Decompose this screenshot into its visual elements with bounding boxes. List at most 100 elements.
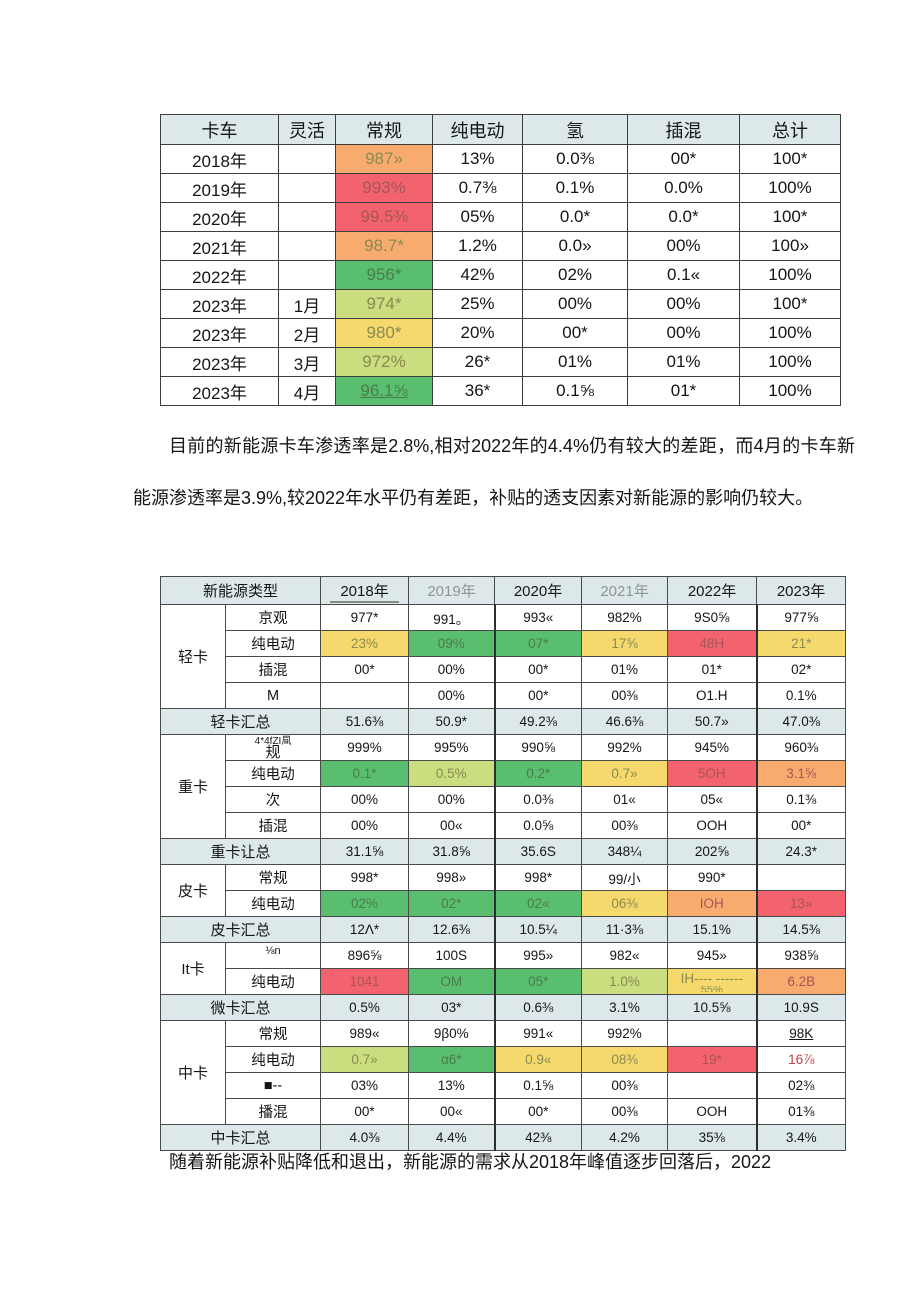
- row-label-cell: 常规: [224, 1020, 322, 1047]
- year-header-text: 2023年: [776, 583, 826, 600]
- table-header: 卡车 灵活 常规 纯电动氢插混 总计: [160, 114, 841, 145]
- table-row: 插混 00% 00« 0.0⅝ 00⅜ OOH 00*: [161, 812, 847, 839]
- value-cell: 100S: [408, 942, 496, 969]
- value-cell: 01*: [667, 656, 758, 683]
- value-cell: 00⅜: [581, 1072, 669, 1099]
- table-row: 皮卡 常规 998* 998» 998* 99/小 990*: [160, 864, 847, 917]
- value-cell: 991«: [493, 1020, 583, 1047]
- value-cell: 96.1⅝: [335, 376, 433, 406]
- row-label-main: 规: [265, 743, 281, 761]
- year-column-header: 2018年: [320, 576, 410, 605]
- column-header: 卡车: [160, 114, 279, 145]
- value-cell: [755, 864, 847, 891]
- value-cell: 0.1%: [755, 682, 847, 709]
- value-cell: 0.7»: [320, 1046, 410, 1073]
- value-cell: 00*: [627, 144, 740, 174]
- summary-value-cell: 31.8⅝: [408, 838, 496, 865]
- value-cell: 989«: [320, 1020, 410, 1047]
- row-label-cell: 纯电动: [224, 760, 322, 787]
- row-label-cell: M: [224, 682, 322, 709]
- value-cell: 0.1⅝: [522, 376, 628, 406]
- value-cell: 1041: [320, 968, 410, 995]
- value-cell: 02«: [493, 890, 583, 917]
- value-cell: 05*: [493, 968, 583, 995]
- value-cell: 05«: [667, 786, 758, 813]
- value-cell: 100»: [739, 231, 841, 261]
- year-column-header: 2019年: [408, 576, 496, 605]
- value-cell: 100%: [739, 318, 841, 348]
- summary-label-cell: 中卡汇总: [159, 1124, 322, 1151]
- summary-value-cell: 10.5¼: [493, 916, 583, 943]
- summary-value-cell: 46.6⅜: [581, 708, 669, 735]
- value-cell: 100*: [739, 289, 841, 319]
- month-cell: [278, 260, 336, 290]
- value-cell: 00*: [493, 682, 583, 709]
- value-cell: 13%: [432, 144, 523, 174]
- table-row: 纯电动 0.1* 0.5% 0.2* 0.7» 5OH 3.1⅝: [161, 760, 847, 787]
- table-row: 插混 00* 00% 00* 01% 01* 02*: [161, 656, 847, 683]
- summary-label-cell: 重卡让总: [159, 838, 322, 865]
- value-cell: 0.1%: [522, 173, 628, 203]
- value-cell: 0.0*: [627, 202, 740, 232]
- value-cell: 993«: [493, 604, 583, 631]
- summary-label-cell: 皮卡汇总: [159, 916, 322, 943]
- value-cell: 00*: [493, 1098, 583, 1125]
- month-cell: 4月: [278, 376, 336, 406]
- value-cell: 100%: [739, 347, 841, 377]
- year-cell: 2018年: [160, 144, 279, 174]
- value-cell: 100%: [739, 173, 841, 203]
- value-cell: [667, 1072, 758, 1099]
- header-row: 新能源类型 2018年 2019年 2020年 2021年 2022年 2023年: [159, 576, 847, 605]
- row-label-cell: 插混: [224, 812, 322, 839]
- value-cell: 00*: [320, 656, 410, 683]
- group-cell: 中卡: [160, 1020, 226, 1125]
- year-cell: 2023年: [160, 347, 279, 377]
- summary-value-cell: 24.3*: [755, 838, 847, 865]
- value-cell: 6.2B: [755, 968, 847, 995]
- value-cell: 99.5⅜: [335, 202, 433, 232]
- value-cell: 00«: [408, 1098, 496, 1125]
- group-cell: 皮卡: [160, 864, 226, 917]
- value-cell: 0.5%: [408, 760, 496, 787]
- value-cell: 48H: [667, 630, 758, 657]
- year-column-header: 2023年: [756, 576, 847, 605]
- penetration-paragraph: 目前的新能源卡车渗透率是2.8%,相对2022年的4.4%仍有较大的差距，而4月…: [133, 436, 855, 508]
- value-cell: 01%: [522, 347, 628, 377]
- table-row: 2021年 98.7* 1.2% 0.0» 00% 100»: [160, 231, 841, 261]
- value-cell: 1.2%: [432, 231, 523, 261]
- row-label-cell: 京观: [224, 604, 322, 631]
- value-cell: 972%: [335, 347, 433, 377]
- value-cell: 03%: [320, 1072, 410, 1099]
- column-header: 灵活: [278, 114, 336, 145]
- table-row: 2018年 987» 13% 0.0⅜ 00* 100*: [160, 144, 841, 174]
- value-cell: 9S0⅝: [667, 604, 758, 631]
- value-cell: 990*: [667, 864, 758, 891]
- summary-value-cell: 47.0⅜: [755, 708, 847, 735]
- table-row: 2019年 993% 0.7⅜ 0.1% 0.0% 100%: [160, 173, 841, 203]
- value-cell: 00%: [627, 289, 740, 319]
- table-row: 纯电动 1041 OM 05* 1.0% IH---- ------ 55% 6.2B: [161, 968, 847, 995]
- year-header-text: 2019年: [427, 583, 476, 600]
- value-cell: 100*: [739, 202, 841, 232]
- value-cell: 00«: [408, 812, 496, 839]
- row-label-cell: 4*4fZI凬规: [224, 734, 322, 761]
- value-cell: α6*: [408, 1046, 496, 1073]
- type-column-header: 新能源类型: [159, 576, 322, 605]
- value-cell: 982«: [581, 942, 669, 969]
- summary-value-cell: 50.7»: [667, 708, 758, 735]
- value-cell: 00*: [522, 318, 628, 348]
- column-header: 常规: [335, 114, 433, 145]
- year-column-header: 2022年: [667, 576, 758, 605]
- table-row: 2023年 2月 980* 20% 00* 00% 100%: [160, 318, 841, 348]
- value-cell: 0.1*: [320, 760, 410, 787]
- value-cell: O1.H: [667, 682, 758, 709]
- year-cell: 2023年: [160, 376, 279, 406]
- value-cell: 01⅜: [755, 1098, 847, 1125]
- row-label-cell: 纯电动: [224, 630, 322, 657]
- value-cell: 00%: [627, 231, 740, 261]
- summary-value-cell: 15.1%: [667, 916, 758, 943]
- value-cell: 00%: [320, 812, 410, 839]
- table: 卡车 灵活 常规 纯电动氢插混 总计 2018年 987» 13% 0.0⅜ 00* 100* 20…: [160, 114, 841, 406]
- summary-value-cell: 49.2⅜: [493, 708, 583, 735]
- value-cell: 995%: [408, 734, 496, 761]
